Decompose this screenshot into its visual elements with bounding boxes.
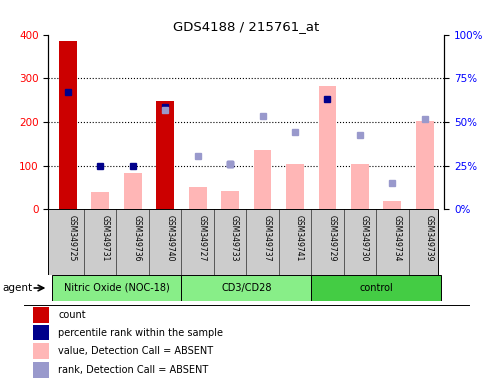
Text: count: count — [58, 310, 86, 320]
Bar — [124, 174, 142, 209]
Text: GSM349733: GSM349733 — [230, 215, 239, 261]
Text: GSM349730: GSM349730 — [360, 215, 369, 261]
Title: GDS4188 / 215761_at: GDS4188 / 215761_at — [173, 20, 319, 33]
Text: GSM349737: GSM349737 — [263, 215, 271, 261]
Bar — [59, 41, 77, 209]
Text: percentile rank within the sample: percentile rank within the sample — [58, 328, 223, 338]
Text: GSM349729: GSM349729 — [327, 215, 337, 261]
Text: control: control — [359, 283, 393, 293]
Bar — [156, 101, 174, 209]
Bar — [286, 164, 304, 209]
Bar — [254, 150, 271, 209]
Bar — [52, 275, 182, 301]
Text: GSM349741: GSM349741 — [295, 215, 304, 261]
Bar — [351, 164, 369, 209]
Text: GSM349734: GSM349734 — [392, 215, 401, 261]
Bar — [221, 191, 239, 209]
Text: CD3/CD28: CD3/CD28 — [221, 283, 271, 293]
Bar — [33, 362, 49, 378]
Text: rank, Detection Call = ABSENT: rank, Detection Call = ABSENT — [58, 365, 209, 375]
Bar — [384, 202, 401, 209]
Bar — [319, 86, 337, 209]
Bar — [33, 325, 49, 340]
Text: agent: agent — [2, 283, 32, 293]
Bar — [416, 121, 434, 209]
Text: GSM349739: GSM349739 — [425, 215, 434, 261]
Text: GSM349731: GSM349731 — [100, 215, 109, 261]
Text: GSM349725: GSM349725 — [68, 215, 77, 261]
Bar — [33, 343, 49, 359]
Bar — [182, 275, 311, 301]
Text: Nitric Oxide (NOC-18): Nitric Oxide (NOC-18) — [64, 283, 170, 293]
Bar — [91, 192, 109, 209]
Text: value, Detection Call = ABSENT: value, Detection Call = ABSENT — [58, 346, 213, 356]
Text: GSM349736: GSM349736 — [133, 215, 142, 261]
Text: GSM349727: GSM349727 — [198, 215, 207, 261]
Bar — [33, 307, 49, 323]
Text: GSM349740: GSM349740 — [165, 215, 174, 261]
Bar — [189, 187, 207, 209]
Bar — [311, 275, 441, 301]
